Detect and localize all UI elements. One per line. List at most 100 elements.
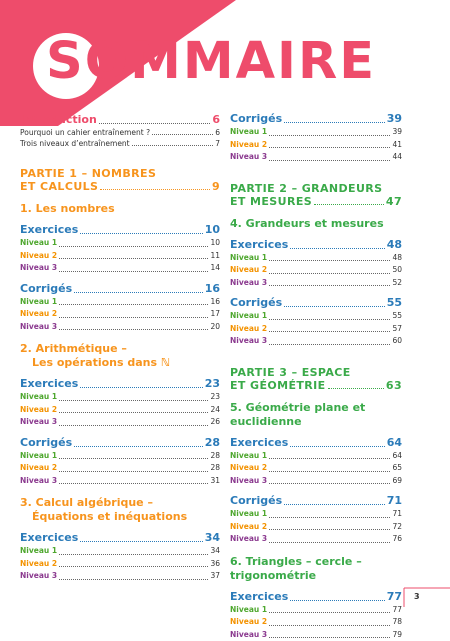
block-entry-label: Exercices xyxy=(20,223,78,237)
dot-leader xyxy=(99,123,211,124)
dot-leader xyxy=(269,471,390,472)
dot-leader xyxy=(284,306,385,307)
intro-entry-label: Introduction xyxy=(20,112,97,127)
level-entry-label: Niveau 2 xyxy=(20,558,57,571)
dot-leader xyxy=(269,147,390,148)
dot-leader xyxy=(59,471,208,472)
level-entry-label: Niveau 2 xyxy=(20,462,57,475)
level-entry-page: 28 xyxy=(210,450,220,463)
block-entry-label: Exercices xyxy=(20,377,78,391)
level-entry-page: 14 xyxy=(210,262,220,275)
dot-leader xyxy=(59,579,208,580)
dot-leader xyxy=(152,134,213,135)
level-entry-label: Niveau 3 xyxy=(20,570,57,583)
chapter-title-line: 5. Géométrie plane et euclidienne xyxy=(230,401,402,429)
block-entry: Corrigés 71 xyxy=(230,494,402,508)
dot-leader xyxy=(269,285,390,286)
block-entry-label: Exercices xyxy=(230,238,288,252)
dot-leader xyxy=(269,612,390,613)
dot-leader xyxy=(269,458,390,459)
dot-leader xyxy=(269,331,390,332)
dot-leader xyxy=(59,329,208,330)
level-entry-label: Niveau 3 xyxy=(230,475,267,488)
block-entry-label: Corrigés xyxy=(20,436,72,450)
block-entry-label: Corrigés xyxy=(230,494,282,508)
part-entry-page: 9 xyxy=(212,180,220,193)
level-entry-page: 39 xyxy=(392,126,402,139)
part-entry-label: ET MESURES xyxy=(230,195,312,208)
level-entry: Niveau 1 64 xyxy=(230,450,402,463)
chapter-title-line: 1. Les nombres xyxy=(20,202,220,216)
level-entry-label: Niveau 1 xyxy=(230,450,267,463)
chapter-heading: 1. Les nombres xyxy=(20,202,220,216)
dot-leader xyxy=(59,317,208,318)
dot-leader xyxy=(269,319,390,320)
dot-leader xyxy=(74,446,203,447)
dot-leader xyxy=(59,483,208,484)
part-title-line: PARTIE 1 – NOMBRES xyxy=(20,167,220,180)
intro-item-page: 6 xyxy=(215,127,220,138)
level-entry-page: 64 xyxy=(392,450,402,463)
level-entry-page: 23 xyxy=(210,391,220,404)
level-entry-label: Niveau 3 xyxy=(230,629,267,641)
dot-leader xyxy=(269,625,390,626)
level-entry-label: Niveau 2 xyxy=(230,323,267,336)
level-entry-page: 76 xyxy=(392,533,402,546)
level-entry-page: 57 xyxy=(392,323,402,336)
block-entry-page: 71 xyxy=(387,494,402,508)
left-column: Introduction 6 Pourquoi un cahier entraîne… xyxy=(20,112,220,583)
level-entry-page: 17 xyxy=(210,308,220,321)
block-entry-label: Corrigés xyxy=(230,112,282,126)
level-entry: Niveau 3 44 xyxy=(230,151,402,164)
level-entry-page: 10 xyxy=(210,237,220,250)
level-entry-label: Niveau 2 xyxy=(230,521,267,534)
level-entry-page: 44 xyxy=(392,151,402,164)
dot-leader xyxy=(59,566,208,567)
level-entry-page: 41 xyxy=(392,139,402,152)
dot-leader xyxy=(59,271,208,272)
level-entry-label: Niveau 3 xyxy=(230,151,267,164)
dot-leader xyxy=(100,189,210,190)
chapter-title-line: 3. Calcul algébrique – xyxy=(20,496,220,510)
dot-leader xyxy=(290,248,384,249)
chapter-title-line: 2. Arithmétique – xyxy=(20,342,220,356)
dot-leader xyxy=(59,304,208,305)
block-entry-page: 10 xyxy=(205,223,220,237)
title: SOMMAIRE xyxy=(46,36,376,87)
level-entry-label: Niveau 3 xyxy=(230,277,267,290)
intro-item-label: Pourquoi un cahier entraînement ? xyxy=(20,127,150,138)
level-entry-label: Niveau 1 xyxy=(230,126,267,139)
dot-leader xyxy=(269,529,390,530)
level-entry-label: Niveau 2 xyxy=(20,308,57,321)
dot-leader xyxy=(59,412,208,413)
level-entry-label: Niveau 1 xyxy=(230,310,267,323)
dot-leader xyxy=(328,388,384,389)
dot-leader xyxy=(269,517,390,518)
level-entry: Niveau 3 37 xyxy=(20,570,220,583)
part-title-line: PARTIE 2 – GRANDEURS xyxy=(230,182,402,195)
level-entry-page: 37 xyxy=(210,570,220,583)
level-entry-label: Niveau 3 xyxy=(20,416,57,429)
level-entry: Niveau 2 57 xyxy=(230,323,402,336)
